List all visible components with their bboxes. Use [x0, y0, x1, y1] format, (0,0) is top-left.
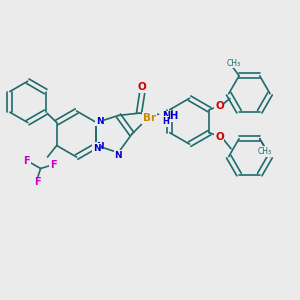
Text: F: F — [50, 160, 57, 170]
Text: O: O — [138, 82, 147, 92]
Text: O: O — [215, 132, 224, 142]
Text: H: H — [162, 117, 169, 126]
Text: F: F — [34, 177, 41, 187]
Text: CH₃: CH₃ — [257, 147, 272, 156]
Text: N: N — [115, 151, 122, 160]
Text: N: N — [96, 117, 103, 126]
Text: O: O — [215, 100, 224, 111]
Text: F: F — [24, 157, 30, 166]
Text: Br: Br — [143, 113, 156, 123]
Text: CH₃: CH₃ — [226, 58, 240, 68]
Text: N: N — [96, 142, 103, 151]
Text: N: N — [93, 144, 100, 153]
Text: NH: NH — [162, 111, 178, 121]
